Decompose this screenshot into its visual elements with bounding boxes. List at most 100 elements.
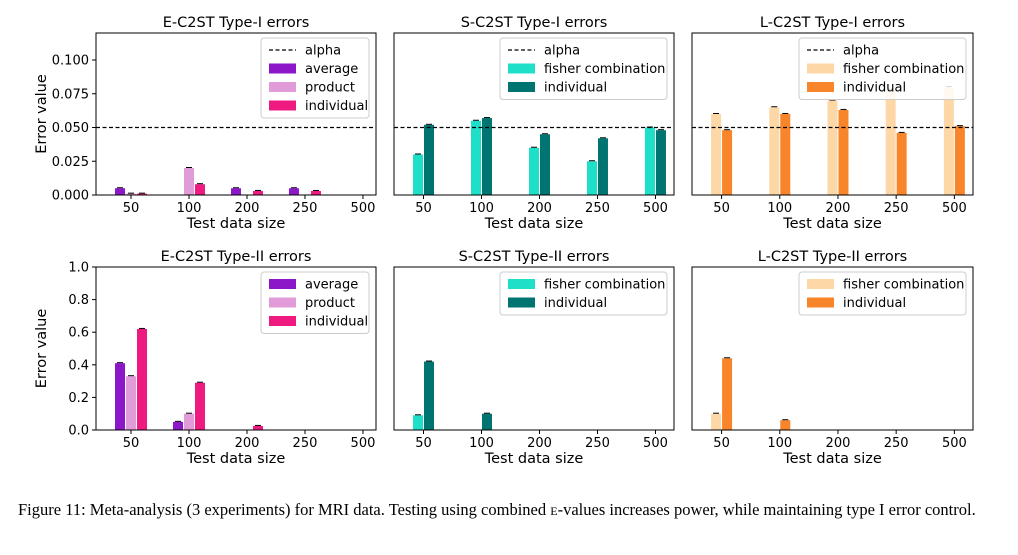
bar-fisher-combination-100 xyxy=(769,107,780,195)
x-tick-label: 250 xyxy=(585,436,610,451)
x-tick-label: 50 xyxy=(713,436,730,451)
y-tick-label: 0.100 xyxy=(52,54,89,69)
x-tick-label: 50 xyxy=(415,201,432,216)
bar-individual-100 xyxy=(780,114,791,195)
legend-label: alpha xyxy=(843,44,879,59)
bar-individual-50 xyxy=(137,328,148,430)
legend: alpha fisher combination individual xyxy=(798,37,967,100)
x-tick-label: 50 xyxy=(713,201,730,216)
chart-panel-6: 50 100 200 250 500 L-C2ST Type-II errors Test … xyxy=(691,249,974,467)
panel-title: E-C2ST Type-II errors xyxy=(161,249,312,265)
legend-label: alpha xyxy=(305,44,341,59)
x-tick-label: 200 xyxy=(527,201,552,216)
legend-swatch-individual xyxy=(508,82,535,92)
legend-label: average xyxy=(305,278,358,293)
axes-frame xyxy=(393,266,675,431)
bar-fisher-combination-250 xyxy=(885,89,896,195)
legend: fisher combination individual xyxy=(499,271,668,316)
legend: alpha fisher combination individual xyxy=(499,37,668,100)
y-tick-label: 0.2 xyxy=(68,391,89,406)
bar-product-100 xyxy=(184,168,194,195)
bar-fisher-combination-200 xyxy=(528,147,539,195)
legend-swatch-fisher-combination xyxy=(508,279,535,289)
x-tick-label: 250 xyxy=(884,436,909,451)
legend-label: individual xyxy=(843,81,906,96)
legend: alpha average product individual xyxy=(260,37,370,119)
bar-individual-250 xyxy=(310,190,321,195)
x-tick-label: 100 xyxy=(469,436,494,451)
bar-individual-50 xyxy=(424,361,435,430)
bar-fisher-combination-500 xyxy=(943,87,954,195)
legend-label: fisher combination xyxy=(843,62,964,77)
legend-label: individual xyxy=(305,99,368,114)
figure-panels: 50 100 200 250 5000.0000.0250.0500.0750.100E… xyxy=(34,15,974,467)
legend-swatch-individual xyxy=(807,82,834,92)
legend-label: individual xyxy=(843,296,906,311)
legend-swatch-individual xyxy=(508,297,535,308)
x-tick-label: 250 xyxy=(884,201,909,216)
chart-panel-3: 50 100 200 250 500 L-C2ST Type-I errors Test d… xyxy=(691,15,974,232)
bar-average-50 xyxy=(115,363,126,430)
y-tick-label: 0.050 xyxy=(52,121,89,136)
x-axis-label: Test data size xyxy=(782,216,882,232)
legend-swatch-individual xyxy=(269,100,296,111)
x-axis-label: Test data size xyxy=(186,451,286,467)
y-axis-label: Error value xyxy=(34,309,50,389)
legend: fisher combination individual xyxy=(798,271,967,316)
bar-average-100 xyxy=(173,421,183,430)
x-tick-label: 200 xyxy=(826,436,851,451)
x-tick-label: 250 xyxy=(585,201,610,216)
panel-title: E-C2ST Type-I errors xyxy=(163,15,310,31)
y-axis-label: Error value xyxy=(34,74,50,154)
x-tick-label: 500 xyxy=(643,201,668,216)
x-axis-label: Test data size xyxy=(484,451,584,467)
y-tick-label: 0.6 xyxy=(68,326,89,341)
legend-box xyxy=(798,37,967,100)
bar-fisher-combination-250 xyxy=(586,161,597,195)
axes-frame xyxy=(691,266,974,431)
figure-caption: Figure 11: Meta-analysis (3 experiments)… xyxy=(18,500,998,520)
bar-individual-100 xyxy=(482,413,492,430)
bar-individual-50 xyxy=(137,193,148,195)
bar-individual-250 xyxy=(896,132,907,195)
legend-box xyxy=(798,271,967,316)
legend-label: individual xyxy=(305,315,368,330)
x-tick-label: 500 xyxy=(351,436,376,451)
y-tick-label: 0.075 xyxy=(52,87,89,102)
panel-title: S-C2ST Type-II errors xyxy=(459,249,610,265)
axes-frame xyxy=(393,32,675,196)
bar-individual-500 xyxy=(655,130,666,195)
legend-label: individual xyxy=(544,296,607,311)
caption-text-start: Figure 11: Meta-analysis (3 experiments)… xyxy=(18,500,551,519)
legend-label: fisher combination xyxy=(544,62,665,77)
legend-swatch-product xyxy=(269,297,296,308)
x-tick-label: 200 xyxy=(826,201,851,216)
x-tick-label: 250 xyxy=(293,436,318,451)
bar-individual-100 xyxy=(482,118,492,195)
x-tick-label: 100 xyxy=(469,201,494,216)
bar-individual-100 xyxy=(780,420,791,430)
bar-product-50 xyxy=(126,376,137,430)
y-tick-label: 1.0 xyxy=(68,261,89,276)
x-tick-label: 200 xyxy=(527,436,552,451)
x-tick-label: 200 xyxy=(235,436,260,451)
x-tick-label: 250 xyxy=(293,201,318,216)
bar-fisher-combination-200 xyxy=(827,100,838,195)
bar-fisher-combination-50 xyxy=(413,415,424,430)
axes-frame xyxy=(691,32,974,196)
legend-label: individual xyxy=(544,81,607,96)
bar-individual-100 xyxy=(195,184,205,195)
legend-swatch-fisher-combination xyxy=(508,63,535,74)
axes-frame xyxy=(95,266,377,431)
x-tick-label: 200 xyxy=(235,201,260,216)
x-tick-label: 50 xyxy=(123,201,140,216)
x-tick-label: 100 xyxy=(767,201,792,216)
panel-title: L-C2ST Type-I errors xyxy=(760,15,905,31)
bar-fisher-combination-50 xyxy=(711,413,722,430)
bar-fisher-combination-100 xyxy=(471,120,481,195)
y-tick-label: 0.4 xyxy=(68,358,89,373)
bar-product-50 xyxy=(126,193,137,195)
legend-label: product xyxy=(305,81,355,96)
bar-average-200 xyxy=(230,188,241,195)
legend-swatch-average xyxy=(269,279,296,289)
